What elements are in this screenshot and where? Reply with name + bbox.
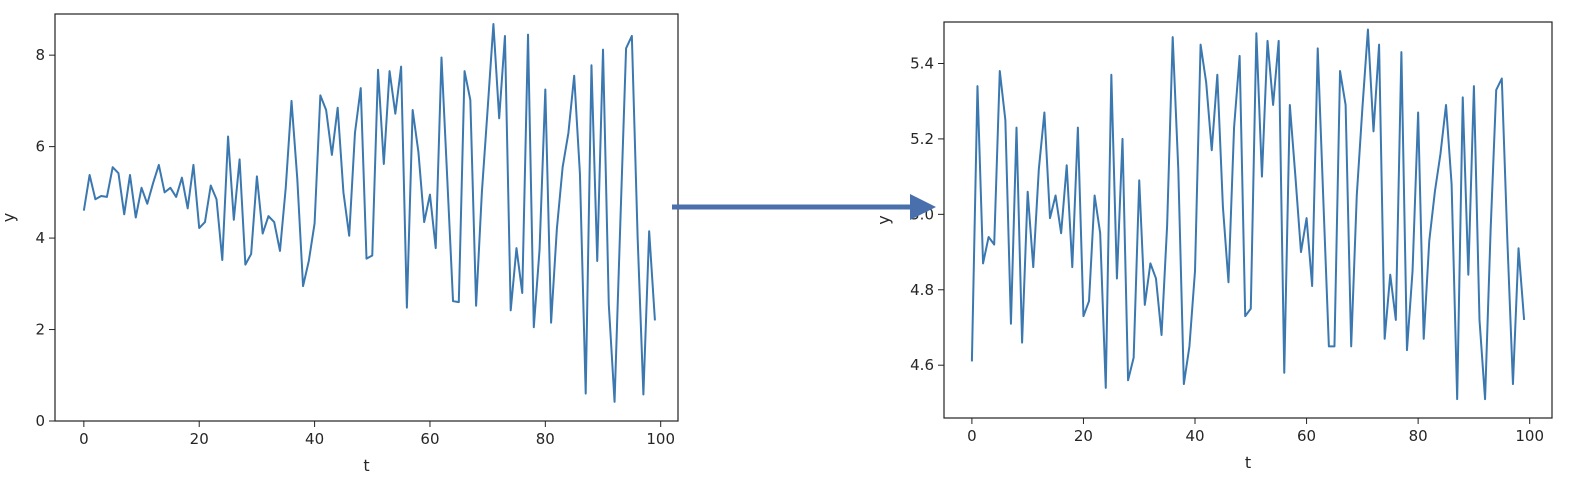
series-line-0 [82, 23, 656, 403]
x-tick-label: 0 [79, 430, 89, 448]
y-axis-label: y [874, 215, 893, 224]
y-tick-label: 4.8 [910, 281, 934, 299]
y-tick-label: 2 [35, 321, 45, 339]
x-tick-label: 40 [305, 430, 324, 448]
y-tick-label: 5.2 [910, 130, 934, 148]
x-tick-label: 100 [646, 430, 675, 448]
y-tick-label: 5.4 [910, 54, 934, 72]
series-line-0 [970, 28, 1526, 401]
axes-frame [943, 21, 1553, 419]
x-tick-label: 60 [1297, 427, 1316, 445]
x-tick-label: 60 [420, 430, 439, 448]
arrow-head [910, 194, 936, 220]
x-tick-label: 40 [1185, 427, 1204, 445]
axes-frame [54, 13, 679, 422]
y-tick-label: 4.6 [910, 356, 934, 374]
y-tick-label: 0 [35, 412, 45, 430]
arrow [672, 194, 936, 220]
y-tick-label: 6 [35, 138, 45, 156]
x-axis-label: t [1245, 453, 1251, 472]
x-tick-label: 20 [1074, 427, 1093, 445]
x-tick-label: 80 [536, 430, 555, 448]
y-tick-label: 8 [35, 46, 45, 64]
chart-left: 0 20 40 60 80 100 0 2 4 6 8 t y [0, 13, 679, 475]
x-tick-label: 20 [190, 430, 209, 448]
y-axis-label: y [0, 213, 18, 222]
x-axis-label: t [363, 456, 369, 475]
y-tick-label: 4 [35, 229, 45, 247]
x-tick-label: 0 [967, 427, 977, 445]
x-tick-label: 100 [1515, 427, 1544, 445]
x-tick-label: 80 [1409, 427, 1428, 445]
